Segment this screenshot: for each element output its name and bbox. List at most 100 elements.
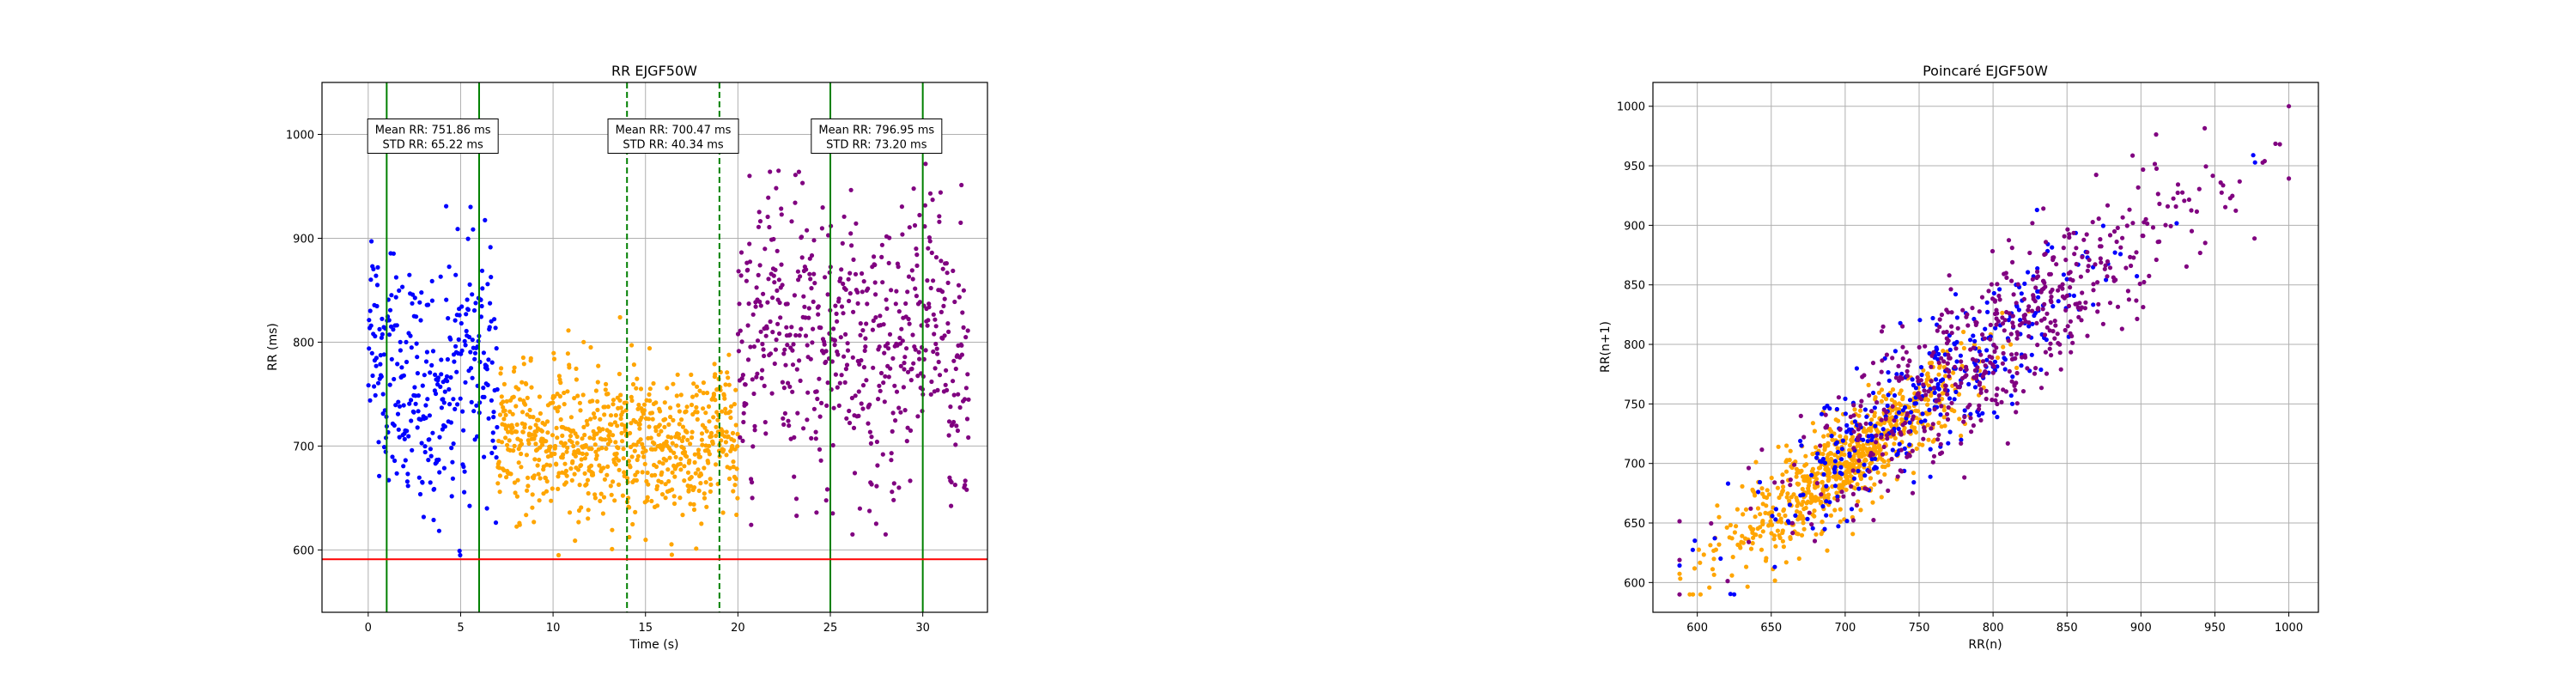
poincare-point-segment-1 [1836,524,1841,529]
rr-point-segment-3 [806,306,811,311]
rr-point-segment-2 [568,434,574,439]
rr-point-segment-3 [892,383,897,388]
rr-point-segment-3 [779,212,784,217]
rr-point-segment-1 [459,348,465,353]
poincare-point-segment-3 [2043,252,2048,257]
poincare-point-segment-2 [1837,485,1842,490]
poincare-point-segment-3 [2054,262,2059,267]
poincare-point-segment-1 [1886,378,1892,383]
poincare-point-segment-2 [1856,499,1861,504]
poincare-point-segment-1 [2061,272,2066,277]
rr-point-segment-1 [386,318,392,323]
rr-point-segment-3 [816,312,821,317]
poincare-point-segment-3 [1988,322,1993,327]
poincare-point-segment-2 [1886,419,1892,424]
rr-point-segment-3 [783,362,788,368]
rr-point-segment-3 [817,414,823,419]
rr-point-segment-3 [745,267,750,272]
rr-point-segment-1 [405,483,410,489]
poincare-point-segment-2 [1765,488,1770,493]
poincare-point-segment-3 [2042,332,2048,337]
poincare-point-segment-3 [2030,277,2035,282]
poincare-point-segment-3 [1984,396,1989,402]
rr-point-segment-3 [793,332,799,338]
poincare-point-segment-2 [1741,540,1746,545]
rr-point-segment-1 [486,357,491,362]
rr-point-segment-3 [913,347,918,352]
rr-point-segment-1 [453,344,459,349]
rr-point-segment-3 [872,262,878,268]
rr-point-segment-2 [694,392,699,398]
rr-point-segment-2 [575,467,581,472]
poincare-point-segment-2 [1820,487,1826,493]
poincare-point-segment-1 [1690,547,1695,552]
poincare-point-segment-3 [2184,264,2189,269]
rr-point-segment-2 [692,459,697,465]
rr-point-segment-1 [433,391,439,397]
poincare-point-segment-3 [1977,309,1982,314]
poincare-point-segment-1 [2002,357,2008,362]
rr-point-segment-2 [513,490,518,495]
rr-point-segment-3 [833,303,838,308]
rr-point-segment-3 [790,348,795,353]
poincare-title: Poincaré EJGF50W [1923,63,2048,79]
rr-point-segment-1 [423,359,429,364]
rr-point-segment-3 [923,348,928,353]
rr-point-segment-2 [635,453,641,459]
poincare-point-segment-2 [1883,451,1888,456]
poincare-ylabel: RR(n+1) [1599,321,1613,373]
rr-point-segment-2 [520,410,526,415]
rr-point-segment-2 [603,387,608,392]
rr-point-segment-2 [609,492,614,497]
poincare-point-segment-3 [1918,378,1923,383]
poincare-point-segment-3 [1970,356,1976,362]
poincare-point-segment-3 [2049,295,2054,300]
rr-point-segment-2 [690,394,696,399]
rr-point-segment-1 [377,326,382,331]
rr-point-segment-2 [703,410,708,416]
rr-point-segment-3 [778,315,783,320]
rr-point-segment-3 [790,362,796,368]
poincare-point-segment-3 [1871,518,1876,523]
rr-point-segment-3 [926,246,931,251]
rr-point-segment-3 [963,335,969,340]
rr-point-segment-1 [373,333,378,339]
poincare-point-segment-2 [1826,458,1831,463]
poincare-point-segment-3 [1995,401,2000,407]
rr-point-segment-3 [738,328,743,333]
rr-point-segment-3 [849,243,854,248]
poincare-point-segment-2 [1961,345,1966,351]
rr-point-segment-3 [785,301,790,307]
rr-point-segment-2 [638,386,644,392]
rr-point-segment-3 [768,351,774,356]
rr-point-segment-3 [848,231,854,236]
rr-point-segment-3 [745,357,751,362]
poincare-point-segment-3 [2080,254,2085,259]
rr-point-segment-2 [695,410,700,415]
poincare-point-segment-3 [2002,271,2007,277]
poincare-point-segment-3 [2061,246,2066,251]
poincare-point-segment-1 [1894,453,1899,458]
rr-point-segment-2 [550,433,556,438]
poincare-point-segment-2 [1796,556,1801,562]
poincare-point-segment-3 [2105,203,2111,208]
poincare-point-segment-3 [2035,274,2041,279]
poincare-point-segment-3 [2114,239,2119,245]
rr-point-segment-2 [726,434,731,439]
rr-point-segment-2 [707,443,712,448]
poincare-point-segment-3 [1890,404,1895,409]
rr-point-segment-1 [402,436,407,441]
poincare-ytick-label: 900 [1624,220,1645,233]
poincare-point-segment-2 [1743,507,1749,512]
rr-point-segment-2 [733,387,738,392]
poincare-point-segment-3 [1869,409,1874,414]
rr-point-segment-3 [963,483,968,488]
rr-point-segment-3 [815,396,820,402]
rr-point-segment-3 [953,366,958,372]
rr-point-segment-3 [780,380,786,385]
poincare-point-segment-1 [1873,456,1878,461]
poincare-point-segment-3 [2082,306,2087,311]
poincare-point-segment-3 [2065,227,2070,232]
rr-point-segment-1 [485,382,490,387]
poincare-point-segment-1 [1824,513,1829,518]
